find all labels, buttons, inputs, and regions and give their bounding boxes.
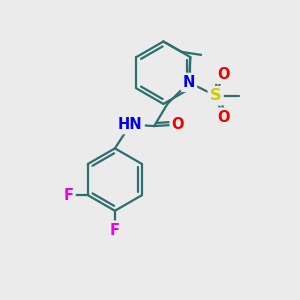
Text: O: O — [217, 110, 229, 125]
Text: F: F — [64, 188, 74, 203]
Text: O: O — [172, 117, 184, 132]
Text: O: O — [217, 67, 229, 82]
Text: S: S — [210, 88, 221, 103]
Text: N: N — [183, 75, 195, 90]
Text: HN: HN — [118, 117, 143, 132]
Text: F: F — [110, 223, 120, 238]
